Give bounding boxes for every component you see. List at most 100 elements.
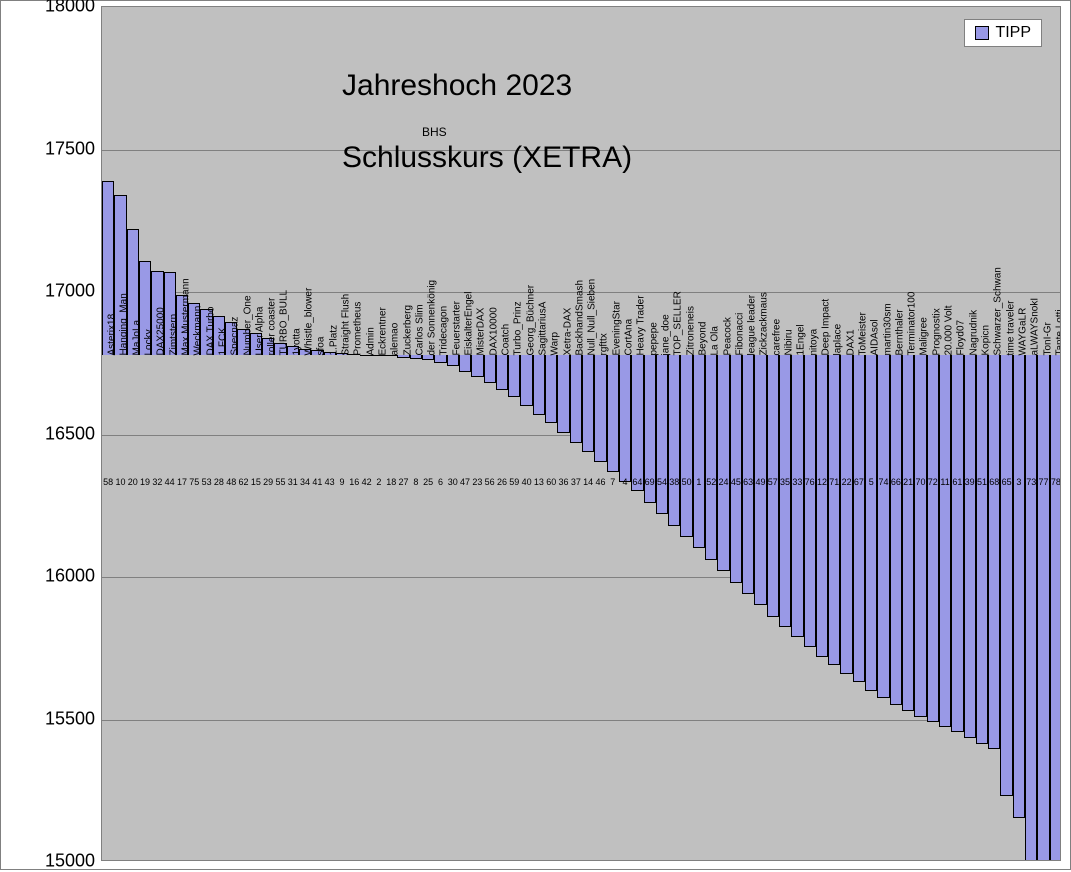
bar-number: 74	[879, 477, 889, 487]
bar-label: Zickzackmaus	[759, 292, 770, 355]
bar-number: 58	[103, 477, 113, 487]
bar-label: Terminator100	[907, 291, 918, 355]
bar-number: 6	[438, 477, 443, 487]
bar-label: WAYGaLR	[1017, 307, 1028, 355]
bar-label: Beyond	[697, 321, 708, 355]
bar-label: TOP_SELLER	[673, 291, 684, 355]
chart-title: Jahreshoch 2023 Schlusskurs (XETRA)	[292, 32, 632, 212]
bar-label: EiskalterEngel	[464, 291, 475, 355]
bar	[828, 355, 840, 666]
bar	[742, 355, 754, 594]
bar-label: Prometheus	[353, 301, 364, 355]
bar-label: Tante Lotti	[1054, 309, 1061, 355]
bar-number: 39	[965, 477, 975, 487]
bar-label: Carlos Slim	[414, 304, 425, 355]
bar	[484, 355, 496, 384]
bar-number: 2	[376, 477, 381, 487]
y-tick-label: 16000	[0, 566, 101, 587]
bar-number: 78	[1051, 477, 1061, 487]
bar-number: 46	[595, 477, 605, 487]
bar	[582, 355, 594, 452]
bar-label: Nagrudnik	[968, 310, 979, 356]
bar-number: 68	[989, 477, 999, 487]
bar-number: 42	[362, 477, 372, 487]
bar-number: 17	[177, 477, 187, 487]
bar-number: 14	[583, 477, 593, 487]
bar-number: 3	[1016, 477, 1021, 487]
bar-number: 29	[263, 477, 273, 487]
bar	[1000, 355, 1012, 797]
bar-number: 77	[1039, 477, 1049, 487]
bar	[877, 355, 889, 698]
y-axis-labels: 15000155001600016500170001750018000	[1, 6, 101, 861]
bar-label: Straight Flush	[341, 293, 352, 355]
bar-label: rgfttx	[599, 333, 610, 355]
bar-label: Maligree	[919, 317, 930, 355]
legend-swatch-icon	[975, 26, 989, 40]
bar-label: league leader	[747, 295, 758, 356]
bar-number: 37	[571, 477, 581, 487]
bar-label: ToMeister	[857, 312, 868, 355]
bar-label: SagittariusA	[537, 301, 548, 355]
bar-number: 64	[632, 477, 642, 487]
bar-number: 32	[152, 477, 162, 487]
bar	[496, 355, 508, 391]
bar-number: 34	[300, 477, 310, 487]
bar-number: 72	[928, 477, 938, 487]
bar-label: Heavy Trader	[636, 295, 647, 355]
title-line1: Jahreshoch 2023	[342, 69, 572, 102]
bar	[656, 355, 668, 515]
y-tick-label: 17500	[0, 138, 101, 159]
bar-label: 20.000 Volt	[944, 305, 955, 355]
bar-number: 56	[485, 477, 495, 487]
bar-label: 1Engel	[796, 324, 807, 355]
bar	[890, 355, 902, 706]
bar-label: Schwarzer_Schwan	[993, 267, 1004, 355]
bar	[964, 355, 976, 738]
bar	[631, 355, 643, 492]
bar	[693, 355, 705, 549]
bar	[840, 355, 852, 674]
bar-number: 21	[903, 477, 913, 487]
bar	[520, 355, 532, 406]
bar-label: Eckrentner	[377, 307, 388, 355]
bar-label: der Sonnenkönig	[427, 280, 438, 356]
bar-number: 35	[780, 477, 790, 487]
bar-number: 18	[386, 477, 396, 487]
bar-number: 41	[312, 477, 322, 487]
bar-number: 38	[669, 477, 679, 487]
bar-label: TonI-Gr	[1042, 322, 1053, 355]
bar	[717, 355, 729, 572]
bar-number: 65	[1002, 477, 1012, 487]
bar-number: 63	[743, 477, 753, 487]
bar	[939, 355, 951, 727]
bar-number: 1	[696, 477, 701, 487]
bar	[668, 355, 680, 526]
bar-number: 8	[413, 477, 418, 487]
bar-number: 5	[869, 477, 874, 487]
bar	[680, 355, 692, 537]
bar	[471, 355, 483, 378]
bar-number: 55	[275, 477, 285, 487]
bar	[508, 355, 520, 398]
bar-number: 54	[657, 477, 667, 487]
bar	[619, 355, 631, 482]
bar-label: Feuerstarter	[451, 301, 462, 355]
bar-label: alemao	[390, 322, 401, 355]
bar	[853, 355, 865, 683]
bar	[533, 355, 545, 415]
bar-label: La Ola	[710, 326, 721, 355]
plot-area: Asterix1858Hanging_Man10MaJoLa20Locky19D…	[101, 6, 1061, 861]
bar-label: Admin	[365, 327, 376, 355]
bar-label: BackhandSmash	[574, 280, 585, 356]
y-tick-label: 16500	[0, 423, 101, 444]
bar-label: Tridecagon	[439, 306, 450, 356]
bar-label: MisterDAX	[476, 307, 487, 355]
bar-label: jane_doe	[661, 314, 672, 355]
bar	[1050, 355, 1061, 861]
bar-label: DAX10000	[488, 307, 499, 355]
bar	[951, 355, 963, 733]
bar	[459, 355, 471, 372]
bar-number: 25	[423, 477, 433, 487]
bar-label: CortAna	[624, 319, 635, 356]
